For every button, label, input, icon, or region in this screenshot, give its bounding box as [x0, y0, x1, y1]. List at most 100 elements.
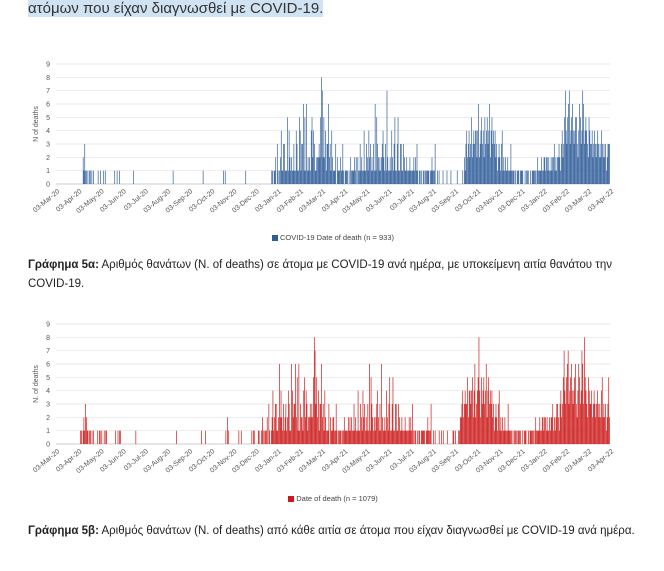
bar [373, 430, 374, 444]
bar [442, 170, 444, 184]
bar [601, 377, 603, 444]
bar [339, 430, 340, 444]
bar [377, 144, 378, 184]
bar [506, 170, 508, 184]
bar [560, 170, 561, 184]
bar [543, 157, 545, 184]
bar [359, 170, 360, 184]
bar [605, 404, 606, 444]
bar [472, 417, 474, 444]
bar [434, 430, 436, 444]
bar [547, 170, 549, 184]
bar [542, 170, 543, 184]
bar [354, 157, 355, 184]
bar [490, 157, 491, 184]
bar [555, 417, 557, 444]
bar [87, 170, 89, 184]
bar [288, 404, 290, 444]
bar [498, 144, 500, 184]
bar [275, 404, 276, 444]
bar [481, 117, 483, 184]
bar [482, 390, 484, 444]
bar [329, 144, 331, 184]
bar [415, 157, 416, 184]
bar [553, 157, 554, 184]
bar [385, 144, 386, 184]
bar [374, 170, 375, 184]
bar [470, 404, 472, 444]
bar [550, 417, 552, 444]
bar [599, 144, 601, 184]
bar [291, 170, 293, 184]
bar [81, 430, 82, 444]
bar [317, 390, 319, 444]
bar [340, 157, 341, 184]
bar [400, 144, 401, 184]
bar [494, 417, 496, 444]
bar [364, 170, 366, 184]
bar [83, 170, 85, 184]
bar [365, 170, 367, 184]
bar [320, 404, 322, 444]
bar [598, 144, 599, 184]
bar [469, 157, 471, 184]
bar [205, 430, 206, 444]
bar [569, 390, 571, 444]
bar [423, 430, 425, 444]
bar [376, 404, 378, 444]
bar [584, 377, 586, 444]
bar [561, 130, 563, 184]
bar [553, 144, 555, 184]
bar [596, 144, 598, 184]
bar [428, 170, 430, 184]
bar [469, 390, 471, 444]
bar [473, 130, 475, 184]
bar [261, 430, 262, 444]
y-tick-label: 0 [46, 182, 50, 189]
bar [536, 430, 538, 444]
bar [388, 404, 390, 444]
bar [583, 404, 584, 444]
bar [403, 430, 405, 444]
bar [419, 170, 420, 184]
bar [543, 430, 545, 444]
bar [379, 157, 381, 184]
bar [361, 157, 363, 184]
bar [434, 170, 435, 184]
bar [301, 417, 303, 444]
bar [387, 157, 389, 184]
bar [84, 430, 86, 444]
bar [583, 104, 584, 184]
bar [274, 170, 276, 184]
bar [404, 417, 406, 444]
bar [369, 157, 370, 184]
bar [498, 404, 499, 444]
bar [522, 430, 524, 444]
bar [99, 430, 101, 444]
bar [424, 430, 425, 444]
bar [487, 390, 489, 444]
bar [512, 170, 513, 184]
bar [507, 157, 509, 184]
bar [172, 170, 174, 184]
bar [309, 417, 310, 444]
bar [284, 417, 286, 444]
bar [541, 430, 542, 444]
bar [568, 404, 570, 444]
bar [488, 130, 490, 184]
bar [315, 170, 317, 184]
bar [527, 170, 528, 184]
bar [114, 170, 116, 184]
bar [306, 170, 308, 184]
bar [606, 170, 607, 184]
bar [484, 404, 485, 444]
bar [562, 404, 563, 444]
bar [511, 170, 513, 184]
bar [363, 417, 365, 444]
bar [333, 417, 335, 444]
bar [103, 430, 105, 444]
bar [408, 417, 410, 444]
bar [300, 170, 302, 184]
bar [602, 157, 604, 184]
